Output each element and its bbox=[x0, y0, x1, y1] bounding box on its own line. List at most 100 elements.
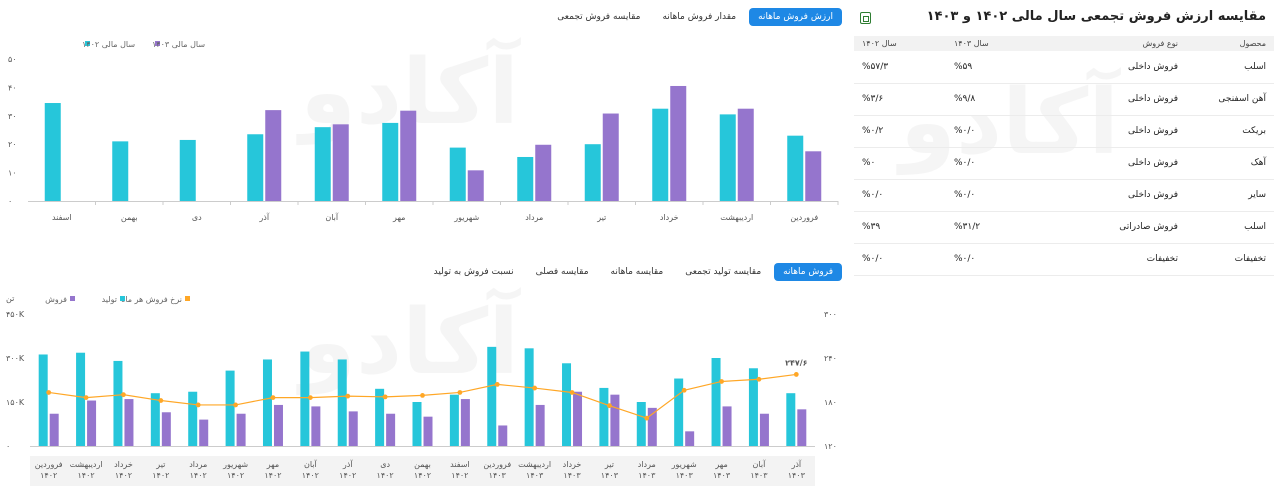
x-tick-label-month: فروردین bbox=[35, 460, 63, 469]
x-tick-label: آذر bbox=[258, 212, 269, 222]
x-tick-label-month: مرداد bbox=[189, 460, 207, 469]
y-right-tick-label: ۲۴۰ bbox=[824, 354, 837, 363]
table-cell: فروش داخلی bbox=[1036, 51, 1186, 84]
excel-export-icon[interactable] bbox=[860, 12, 871, 24]
bar-1402 bbox=[449, 147, 466, 201]
bar-1403 bbox=[332, 124, 349, 201]
bar-production bbox=[599, 387, 609, 446]
table-row: تخفیفات تخفیفات %۰/۰ %۰/۰ bbox=[854, 243, 1274, 276]
legend-swatch bbox=[120, 296, 125, 301]
column-header-product: محصول bbox=[1186, 36, 1274, 51]
table-cell: %۹/۸ bbox=[946, 83, 1036, 116]
bottom-tab-1[interactable]: مقایسه تولید تجمعی bbox=[685, 267, 762, 277]
line-point bbox=[719, 379, 724, 384]
x-tick-label-year: ۱۴۰۳ bbox=[676, 471, 694, 480]
x-tick-label-year: ۱۴۰۲ bbox=[152, 471, 169, 480]
bar-1402 bbox=[719, 114, 736, 201]
bar-production bbox=[748, 368, 758, 446]
table-cell: %۰/۰ bbox=[854, 179, 946, 212]
top-tab-1[interactable]: مقدار فروش ماهانه bbox=[662, 12, 737, 22]
bottom-chart-tabs: فروش ماهانه مقایسه تولید تجمعی مقایسه ماها… bbox=[425, 263, 842, 281]
table-row: سایر فروش داخلی %۰/۰ %۰/۰ bbox=[854, 179, 1274, 212]
table-row: اسلب فروش صادراتی %۳۱/۲ %۳۹ bbox=[854, 211, 1274, 244]
bottom-tab-4[interactable]: نسبت فروش به تولید bbox=[433, 267, 514, 277]
x-tick-label-month: آبان bbox=[304, 459, 318, 469]
bar-production bbox=[76, 352, 86, 446]
line-point bbox=[644, 415, 650, 421]
legend-label: سال مالی ۱۴۰۲ bbox=[82, 40, 135, 49]
top-tab-2[interactable]: مقایسه فروش تجمعی bbox=[557, 12, 641, 22]
y-right-tick-label: ۱۲۰ bbox=[824, 442, 837, 451]
bar-sales bbox=[797, 409, 807, 446]
bar-production bbox=[636, 402, 646, 446]
bar-1402 bbox=[179, 139, 196, 201]
bar-sales bbox=[610, 394, 620, 446]
table-cell: فروش صادراتی bbox=[1036, 211, 1186, 244]
bottom-tab-0[interactable]: فروش ماهانه bbox=[774, 263, 842, 281]
top-tab-0[interactable]: ارزش فروش ماهانه bbox=[749, 8, 842, 26]
line-point bbox=[233, 402, 238, 408]
bar-production bbox=[188, 391, 198, 446]
line-point bbox=[195, 402, 201, 408]
x-tick-label-month: مهر bbox=[266, 460, 279, 469]
x-tick-label: بهمن bbox=[121, 213, 138, 222]
x-tick-label-month: تیر bbox=[155, 460, 165, 469]
bar-production bbox=[786, 393, 796, 446]
x-tick-label: مرداد bbox=[525, 213, 543, 222]
y-tick-label: ۲۰ bbox=[8, 140, 17, 149]
bar-production bbox=[262, 359, 272, 446]
x-tick-label-year: ۱۴۰۲ bbox=[302, 471, 319, 480]
x-tick-label-year: ۱۴۰۳ bbox=[788, 471, 806, 480]
bar-1402 bbox=[584, 144, 601, 201]
top-chart-tabs: ارزش فروش ماهانه مقدار فروش ماهانه مقایسه … bbox=[548, 8, 842, 26]
x-tick-label-year: ۱۴۰۲ bbox=[451, 471, 468, 480]
x-tick-label-month: دی bbox=[380, 460, 390, 469]
x-tick-label-month: بهمن bbox=[414, 460, 431, 469]
monthly-sales-value-chart: ۰ ۱۰ ۲۰ ۳۰ ۴۰ ۵۰ فروردین اردیبهشت خرداد تیر مرداد ش… bbox=[8, 40, 839, 222]
x-tick-label-year: ۱۴۰۳ bbox=[563, 471, 581, 480]
x-tick-label-month: خرداد bbox=[563, 460, 582, 469]
monthly-sales-production-chart: ۰ ۱۵۰K ۳۰۰K ۴۵۰K تن ۱۲۰ ۱۸۰ ۲۴۰ ۳۰۰ فروردین ۱۴۰۲ ار… bbox=[6, 294, 837, 486]
table-cell: %۰ bbox=[854, 147, 946, 180]
x-tick-label-month: شهریور bbox=[671, 460, 697, 469]
x-tick-label-month: فروردین bbox=[483, 460, 511, 469]
legend-swatch bbox=[185, 296, 190, 301]
column-header-1402: سال ۱۴۰۲ bbox=[854, 36, 946, 51]
bar-sales bbox=[423, 416, 433, 446]
table-cell: %۰/۰ bbox=[946, 115, 1036, 148]
x-tick-label-year: ۱۴۰۲ bbox=[115, 471, 132, 480]
table-cell: بریکت bbox=[1186, 115, 1274, 148]
x-tick-label: مهر bbox=[392, 213, 405, 222]
table-cell: %۵۷/۳ bbox=[854, 51, 946, 84]
x-tick-label-month: مرداد bbox=[638, 460, 656, 469]
table-cell: %۰/۰ bbox=[946, 179, 1036, 212]
table-cell: فروش داخلی bbox=[1036, 179, 1186, 212]
line-point bbox=[382, 394, 388, 400]
x-tick-label-year: ۱۴۰۳ bbox=[713, 471, 731, 480]
x-tick-label-year: ۱۴۰۲ bbox=[40, 471, 57, 480]
bar-1403 bbox=[737, 108, 754, 201]
bar-1402 bbox=[247, 134, 264, 201]
bar-sales bbox=[87, 400, 97, 446]
table-cell: تخفیفات bbox=[1036, 243, 1186, 276]
bar-sales bbox=[348, 411, 358, 446]
line-point bbox=[270, 395, 276, 400]
y-right-tick-label: ۱۸۰ bbox=[824, 398, 837, 407]
bar-sales bbox=[647, 407, 657, 446]
x-tick-label: شهریور bbox=[453, 213, 479, 222]
line-point bbox=[569, 390, 575, 395]
line-point bbox=[46, 390, 52, 395]
x-tick-label-month: اردیبهشت bbox=[518, 460, 551, 469]
bottom-tab-3[interactable]: مقایسه فصلی bbox=[535, 267, 589, 277]
table-cell: %۰/۰ bbox=[854, 243, 946, 276]
x-tick-label-month: آذر bbox=[790, 459, 801, 469]
x-tick-label: تیر bbox=[596, 213, 606, 222]
bar-sales bbox=[161, 412, 171, 446]
bar-1402 bbox=[652, 108, 669, 201]
table-cell: تخفیفات bbox=[1186, 243, 1274, 276]
line-point bbox=[793, 372, 799, 377]
bar-sales bbox=[236, 413, 246, 446]
bottom-tab-2[interactable]: مقایسه ماهانه bbox=[610, 267, 664, 277]
bar-1403 bbox=[670, 85, 687, 201]
x-tick-label-year: ۱۴۰۳ bbox=[601, 471, 619, 480]
